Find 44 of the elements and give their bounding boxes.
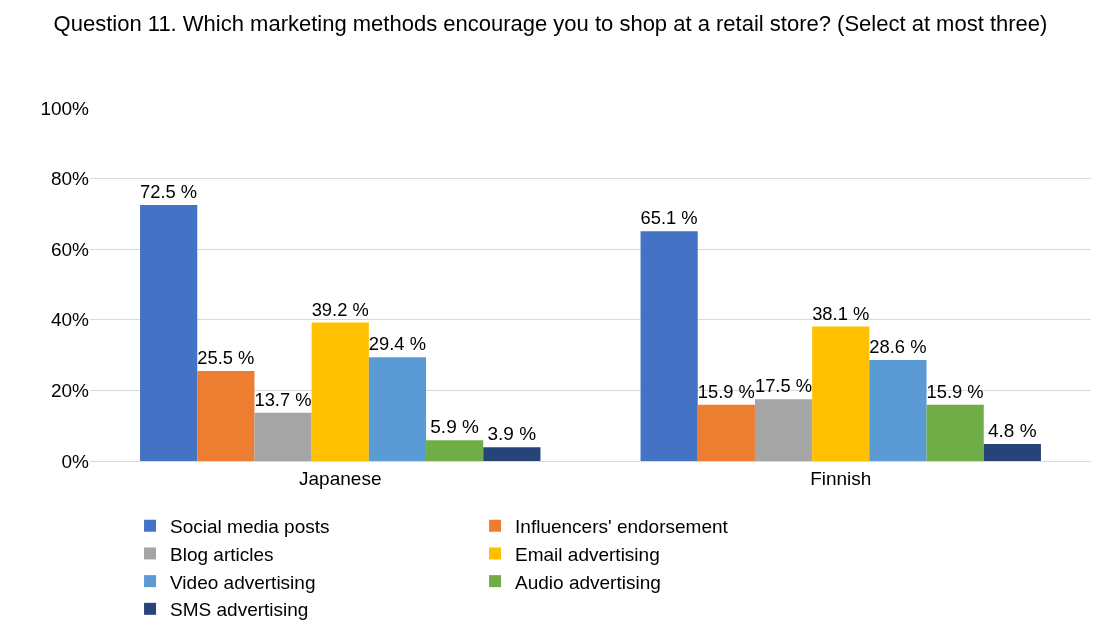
data-label: 3.9 % [487,423,537,445]
data-label: 72.5 % [140,181,198,203]
bar [869,360,927,461]
data-label: 13.7 % [254,388,312,410]
chart-title: Question 11. Which marketing methods encourage you to shop at a retail store? (Select at most three) [53,11,1048,37]
bar [140,205,198,461]
y-tick-label: 100% [40,97,90,119]
bar [754,399,813,461]
bar [197,370,255,461]
data-label: 28.6 % [869,336,927,358]
x-tick-label: Finnish [810,467,872,489]
data-label: 29.4 % [368,333,426,355]
x-tick-label: Japanese [299,467,382,489]
legend-label: Social media posts [170,516,330,538]
data-label: 25.5 % [197,347,255,369]
data-label: 15.9 % [697,381,755,403]
data-label: 17.5 % [754,375,813,397]
data-label: 39.2 % [311,298,369,320]
y-tick-label: 40% [50,309,90,331]
legend-label: Influencers' endorsement [515,516,729,538]
bar [983,444,1041,461]
data-label: 38.1 % [812,302,870,324]
bar [812,326,870,461]
bar [254,412,312,461]
bar [368,357,427,461]
bar [426,440,484,461]
bar [311,322,369,461]
bar [483,447,541,461]
y-tick-label: 80% [50,168,90,190]
y-tick-label: 0% [61,450,90,472]
data-label: 15.9 % [926,381,984,403]
data-label: 65.1 % [640,207,698,229]
bar [697,404,755,461]
legend-label: Blog articles [170,543,274,565]
y-tick-label: 60% [50,238,90,260]
data-label: 4.8 % [988,420,1037,442]
y-tick-label: 20% [50,380,90,402]
legend-label: Audio advertising [515,571,661,593]
data-label: 5.9 % [430,416,479,438]
legend-label: Email advertising [515,543,660,565]
legend-label: SMS advertising [170,599,309,621]
bar [640,231,698,461]
legend-label: Video advertising [170,571,316,593]
bar [926,404,984,461]
